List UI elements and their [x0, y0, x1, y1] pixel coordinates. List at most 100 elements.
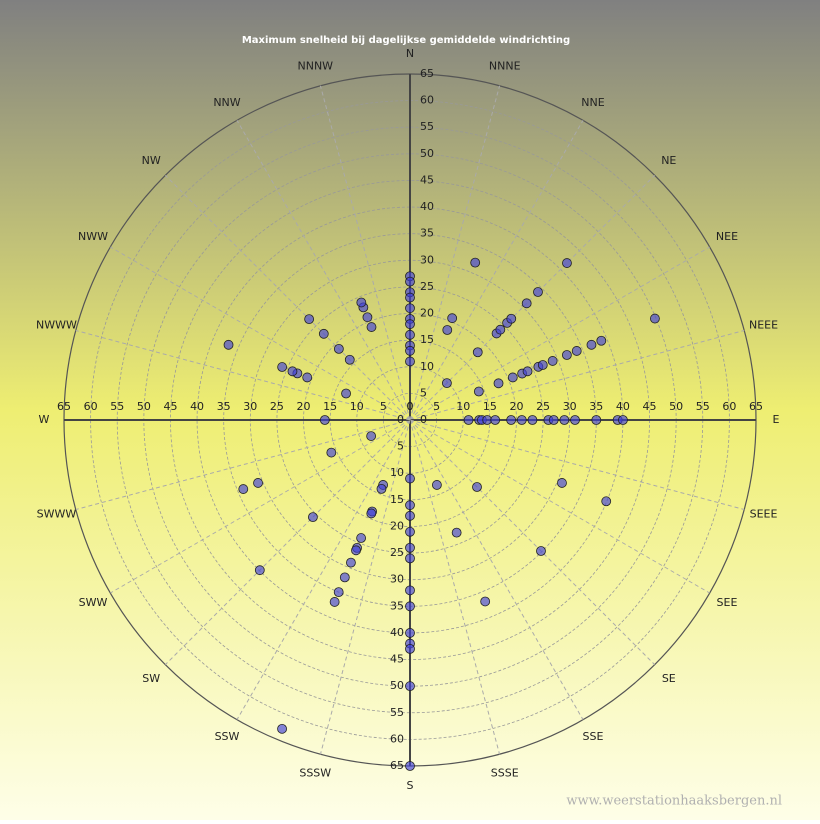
point [493, 378, 504, 389]
r-tick-label: 60 [420, 94, 434, 107]
point [405, 276, 415, 287]
r-tick-label: 20 [420, 307, 434, 320]
point [490, 415, 501, 425]
direction-label: NE [661, 154, 676, 167]
point [559, 415, 570, 425]
r-tick-label: 65 [390, 759, 404, 772]
point [586, 339, 597, 350]
r-tick-label: 40 [190, 400, 204, 413]
point [431, 480, 442, 490]
r-tick-label: 0 [397, 413, 404, 426]
point [506, 313, 517, 324]
r-tick-label: 60 [722, 400, 736, 413]
direction-label: NEE [716, 230, 738, 243]
spoke [236, 419, 411, 720]
r-tick-label: 25 [536, 400, 550, 413]
point [442, 325, 453, 335]
point [238, 484, 249, 494]
point [596, 335, 607, 346]
spoke [409, 419, 710, 594]
point [495, 324, 506, 335]
direction-label: SSSE [491, 767, 519, 780]
r-tick-label: 30 [243, 400, 257, 413]
point [650, 313, 660, 324]
spoke [164, 174, 411, 421]
spoke [75, 419, 411, 511]
point [405, 292, 415, 303]
point [522, 366, 533, 377]
r-tick-label: 45 [643, 400, 657, 413]
direction-label: NWWW [36, 318, 77, 331]
spoke [409, 329, 745, 421]
direction-label: S [407, 779, 414, 792]
direction-label: NNNE [489, 59, 521, 72]
point [405, 500, 415, 511]
spoke [409, 419, 745, 511]
point [405, 356, 415, 367]
point [472, 482, 482, 492]
point [333, 587, 344, 598]
r-tick-label: 20 [509, 400, 523, 413]
point [405, 329, 415, 340]
point [463, 415, 474, 425]
r-tick-label: 65 [749, 400, 763, 413]
direction-label: SSW [215, 730, 240, 743]
point [405, 585, 415, 596]
point [356, 297, 367, 308]
spoke [319, 419, 411, 755]
point [570, 415, 580, 425]
direction-label: SWW [79, 596, 108, 609]
point [536, 546, 546, 556]
spoke [409, 246, 710, 421]
point [405, 601, 415, 612]
point [351, 545, 361, 556]
point [516, 415, 527, 425]
r-tick-label: 60 [84, 400, 98, 413]
point [405, 681, 415, 692]
point [507, 372, 518, 383]
r-tick-label: 40 [390, 626, 404, 639]
r-tick-label: 30 [563, 400, 577, 413]
r-tick-label: 65 [57, 400, 71, 413]
r-tick-label: 40 [420, 200, 434, 213]
r-tick-label: 45 [420, 173, 434, 186]
point [506, 415, 517, 425]
point [601, 496, 612, 507]
spoke [409, 85, 501, 421]
direction-label: N [406, 47, 414, 60]
spoke [409, 419, 584, 720]
point [376, 483, 387, 494]
r-tick-label: 5 [420, 386, 427, 399]
point [333, 343, 344, 354]
point [254, 565, 265, 576]
r-tick-label: 15 [323, 400, 337, 413]
r-tick-label: 30 [390, 573, 404, 586]
r-tick-label: 55 [110, 400, 124, 413]
point [405, 542, 415, 553]
direction-label: NNW [213, 96, 240, 109]
r-tick-label: 0 [407, 400, 414, 413]
point [405, 526, 415, 537]
point [287, 366, 298, 377]
point [405, 553, 415, 564]
direction-label: NWW [78, 230, 108, 243]
point [366, 322, 377, 332]
direction-label: NNE [581, 96, 604, 109]
point [405, 319, 415, 330]
point [405, 473, 415, 484]
point [319, 415, 330, 425]
watermark: www.weerstationhaaksbergen.nl [566, 794, 782, 809]
point [405, 628, 415, 638]
point [253, 478, 263, 488]
point [302, 372, 313, 383]
point [557, 478, 567, 488]
point [451, 527, 462, 538]
point [533, 287, 543, 297]
spoke [319, 85, 411, 421]
r-tick-label: 35 [217, 400, 231, 413]
point [362, 312, 373, 323]
point [277, 362, 288, 372]
point [405, 643, 415, 654]
point [405, 510, 415, 521]
